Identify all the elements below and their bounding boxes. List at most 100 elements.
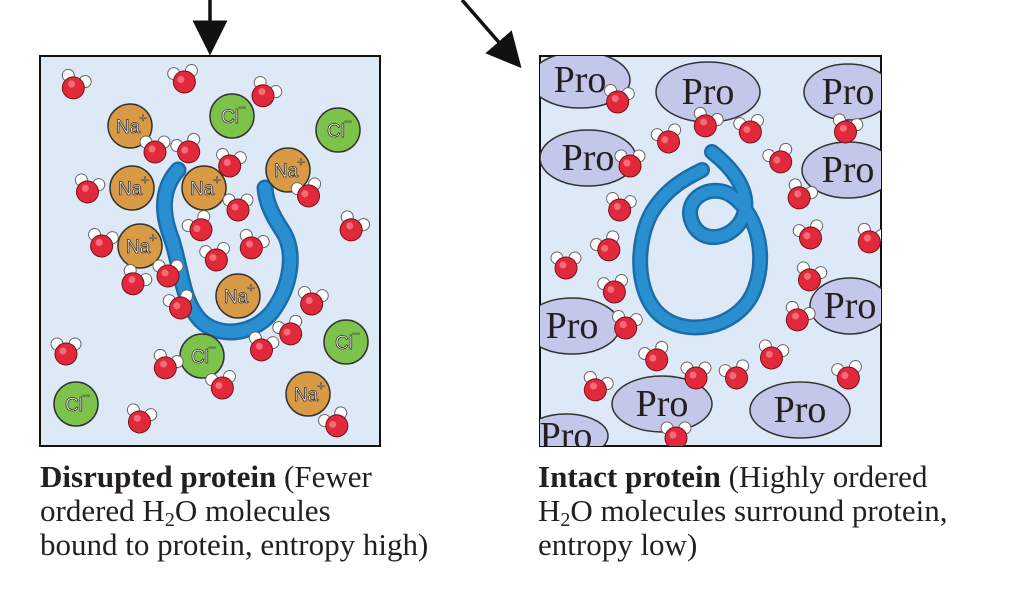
water-molecule bbox=[290, 177, 322, 208]
pro-ellipses-layer: Pro Pro Pro Pro Pro Pro Pro Pro Pro Pro bbox=[540, 56, 881, 457]
water-molecule bbox=[251, 76, 283, 108]
sodium-ion: Na + bbox=[107, 103, 153, 149]
charge-label: + bbox=[141, 172, 149, 187]
pro-molecule: Pro bbox=[749, 381, 851, 439]
pro-label: Pro bbox=[546, 305, 599, 347]
water-molecule bbox=[792, 219, 824, 250]
water-molecule bbox=[832, 113, 864, 144]
water-molecule bbox=[272, 314, 303, 346]
chloride-ion: Cl − bbox=[179, 333, 225, 379]
sodium-ion: Na + bbox=[285, 371, 331, 417]
pro-molecule: Pro bbox=[540, 297, 621, 355]
sodium-ion: Na + bbox=[117, 223, 163, 269]
sodium-label: Na bbox=[224, 287, 249, 308]
caption-title: Disrupted protein bbox=[40, 459, 277, 494]
water-molecule bbox=[152, 259, 184, 288]
water-molecule bbox=[74, 173, 106, 204]
pro-label: Pro bbox=[682, 71, 735, 113]
charge-label: − bbox=[352, 326, 360, 341]
water-molecule bbox=[298, 286, 329, 316]
pro-label: Pro bbox=[822, 71, 875, 113]
pro-label: Pro bbox=[822, 149, 875, 191]
sodium-label: Na bbox=[190, 179, 215, 200]
water-molecule bbox=[181, 210, 213, 242]
sodium-ion: Na + bbox=[215, 273, 261, 319]
water-molecule bbox=[61, 68, 92, 100]
pro-molecule: Pro bbox=[611, 375, 713, 433]
chloride-label: Cl bbox=[65, 395, 83, 416]
water-molecule bbox=[153, 348, 184, 380]
water-molecule bbox=[583, 370, 614, 402]
water-molecule bbox=[199, 242, 230, 272]
charge-label: + bbox=[213, 172, 221, 187]
water-molecule bbox=[733, 114, 764, 144]
charge-label: + bbox=[139, 110, 147, 125]
sodium-ion: Na + bbox=[265, 147, 311, 193]
chloride-ion: Cl − bbox=[323, 319, 369, 365]
pro-label: Pro bbox=[540, 415, 593, 457]
pro-label: Pro bbox=[554, 59, 607, 101]
charge-label: − bbox=[238, 100, 246, 115]
water-molecule bbox=[121, 264, 153, 296]
sodium-ion: Na + bbox=[109, 165, 155, 211]
charge-label: + bbox=[297, 154, 305, 169]
water-molecule bbox=[614, 149, 646, 178]
water-molecules-right bbox=[550, 84, 881, 446]
water-molecule bbox=[693, 106, 724, 138]
sodium-label: Na bbox=[294, 385, 319, 406]
water-molecule bbox=[612, 310, 643, 340]
chloride-ion: Cl − bbox=[53, 381, 99, 427]
water-molecule bbox=[831, 360, 862, 390]
water-molecule bbox=[762, 142, 793, 174]
pro-molecule: Pro bbox=[803, 63, 881, 121]
chloride-label: Cl bbox=[327, 121, 345, 142]
charge-label: − bbox=[208, 340, 216, 355]
ions-layer: Na + Cl −Cl −Na +Na + Na +Na +Na +Cl − Cl −Na +Cl − bbox=[53, 93, 369, 427]
water-molecule bbox=[718, 359, 750, 390]
water-molecule bbox=[796, 261, 828, 292]
charge-label: − bbox=[82, 388, 90, 403]
water-molecule bbox=[167, 64, 198, 94]
water-molecule bbox=[660, 421, 692, 446]
sodium-label: Na bbox=[126, 237, 151, 258]
intact-protein-panel: Pro Pro Pro Pro Pro Pro Pro Pro Pro Pro bbox=[539, 55, 882, 457]
caption-title: Intact protein bbox=[538, 459, 721, 494]
chloride-ion: Cl − bbox=[315, 107, 361, 153]
water-molecule bbox=[205, 370, 236, 400]
water-molecule bbox=[857, 222, 881, 254]
sodium-label: Na bbox=[116, 117, 141, 138]
pro-label: Pro bbox=[824, 285, 877, 327]
sodium-ion: Na + bbox=[181, 165, 227, 211]
water-molecule bbox=[239, 228, 270, 260]
water-molecule bbox=[88, 228, 119, 258]
chloride-label: Cl bbox=[221, 107, 239, 128]
water-molecules-left bbox=[50, 64, 371, 438]
water-molecule bbox=[638, 340, 669, 372]
water-molecule bbox=[550, 251, 582, 280]
water-molecule bbox=[126, 403, 158, 434]
water-molecule bbox=[170, 132, 201, 164]
water-molecule bbox=[339, 210, 371, 242]
water-molecule bbox=[604, 84, 635, 114]
pro-molecule: Pro bbox=[809, 277, 881, 335]
water-molecule bbox=[787, 178, 819, 210]
charge-label: + bbox=[317, 378, 325, 393]
water-molecule bbox=[650, 123, 682, 154]
water-molecule bbox=[589, 230, 621, 262]
water-molecule bbox=[162, 289, 194, 320]
pro-molecule: Pro bbox=[801, 141, 881, 199]
water-molecule bbox=[680, 361, 712, 390]
chloride-label: Cl bbox=[335, 333, 353, 354]
charge-label: + bbox=[149, 230, 157, 245]
arrow-diagonal bbox=[460, 0, 522, 69]
water-molecule bbox=[758, 339, 790, 370]
water-molecule bbox=[597, 274, 628, 304]
pro-label: Pro bbox=[562, 137, 615, 179]
charge-label: − bbox=[344, 114, 352, 129]
water-molecule bbox=[317, 406, 349, 438]
water-molecule bbox=[606, 192, 637, 222]
water-molecule bbox=[50, 337, 82, 366]
disrupted-protein-panel: Na + Cl −Cl −Na +Na + Na +Na +Na +Cl − Cl −Na +Cl − bbox=[39, 55, 381, 447]
pro-label: Pro bbox=[774, 389, 827, 431]
